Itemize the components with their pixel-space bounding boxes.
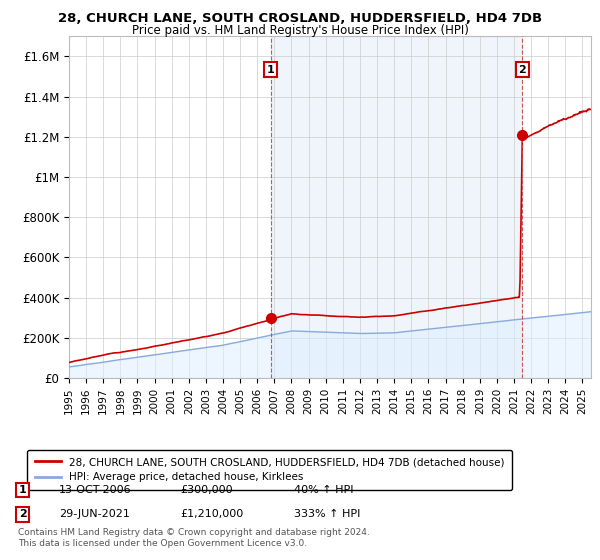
Text: 1: 1 bbox=[19, 485, 26, 495]
Text: £1,210,000: £1,210,000 bbox=[180, 509, 243, 519]
Legend: 28, CHURCH LANE, SOUTH CROSLAND, HUDDERSFIELD, HD4 7DB (detached house), HPI: Av: 28, CHURCH LANE, SOUTH CROSLAND, HUDDERS… bbox=[27, 450, 512, 489]
Text: £300,000: £300,000 bbox=[180, 485, 233, 495]
Text: 1: 1 bbox=[267, 64, 275, 74]
Text: 13-OCT-2006: 13-OCT-2006 bbox=[59, 485, 131, 495]
Text: 29-JUN-2021: 29-JUN-2021 bbox=[59, 509, 130, 519]
Text: 40% ↑ HPI: 40% ↑ HPI bbox=[294, 485, 353, 495]
Text: 28, CHURCH LANE, SOUTH CROSLAND, HUDDERSFIELD, HD4 7DB: 28, CHURCH LANE, SOUTH CROSLAND, HUDDERS… bbox=[58, 12, 542, 25]
Text: 2: 2 bbox=[518, 64, 526, 74]
Text: 2: 2 bbox=[19, 509, 26, 519]
Text: Price paid vs. HM Land Registry's House Price Index (HPI): Price paid vs. HM Land Registry's House … bbox=[131, 24, 469, 36]
Text: Contains HM Land Registry data © Crown copyright and database right 2024.
This d: Contains HM Land Registry data © Crown c… bbox=[18, 528, 370, 548]
Text: 333% ↑ HPI: 333% ↑ HPI bbox=[294, 509, 361, 519]
Bar bbox=[271, 36, 523, 378]
